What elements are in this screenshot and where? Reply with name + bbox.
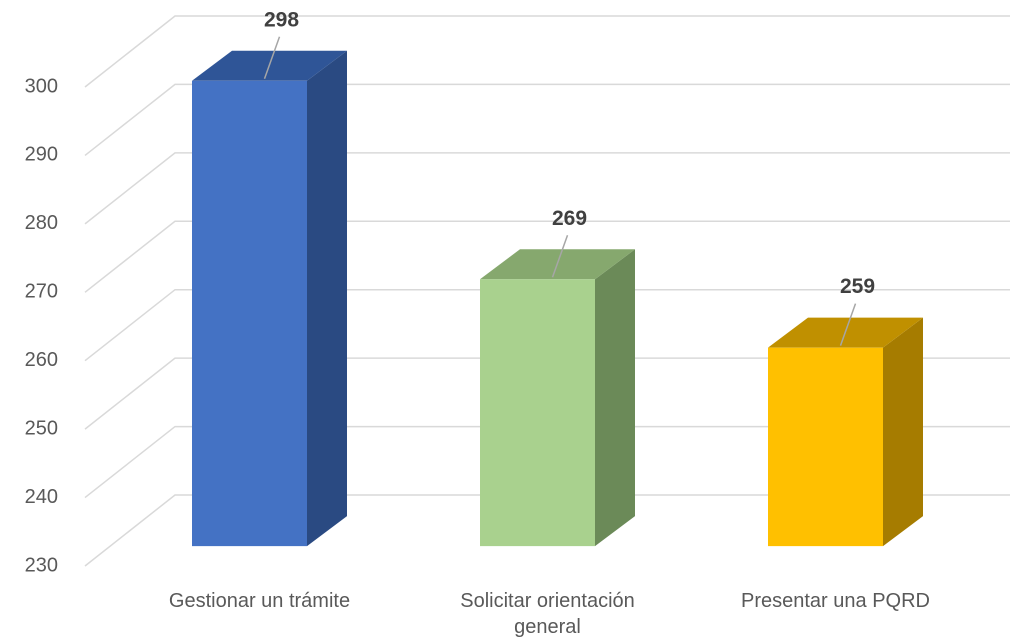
bar bbox=[480, 279, 595, 547]
bar-side bbox=[595, 249, 635, 547]
y-tick-label: 280 bbox=[25, 212, 58, 234]
y-tick-label: 290 bbox=[25, 144, 58, 166]
leader-line bbox=[839, 303, 857, 346]
y-tick-label: 270 bbox=[25, 281, 58, 303]
leader-line bbox=[263, 36, 281, 80]
grid-line bbox=[84, 494, 1010, 567]
grid-line bbox=[84, 152, 1010, 225]
x-tick-label: Solicitar orientación general bbox=[460, 590, 635, 638]
x-tick-label: Presentar una PQRD bbox=[741, 590, 930, 612]
bar bbox=[192, 80, 307, 547]
grid-line bbox=[84, 15, 1010, 88]
value-label: 259 bbox=[840, 275, 875, 298]
x-tick-label: Gestionar un trámite bbox=[168, 590, 351, 612]
y-tick-label: 250 bbox=[25, 417, 58, 439]
y-tick-label: 240 bbox=[25, 486, 58, 508]
bar bbox=[768, 347, 883, 547]
leader-line bbox=[551, 234, 569, 278]
grid-line bbox=[84, 357, 1010, 430]
grid-line bbox=[84, 220, 1010, 293]
value-label: 269 bbox=[552, 207, 587, 230]
grid-line bbox=[84, 83, 1010, 157]
y-tick-label: 300 bbox=[25, 75, 58, 97]
grid-line bbox=[84, 288, 1010, 362]
value-label: 298 bbox=[264, 8, 299, 31]
bar-side bbox=[307, 50, 347, 547]
bar-side bbox=[883, 317, 923, 547]
grid-line bbox=[84, 425, 1010, 499]
y-tick-label: 230 bbox=[25, 554, 58, 576]
y-tick-label: 260 bbox=[25, 349, 58, 371]
